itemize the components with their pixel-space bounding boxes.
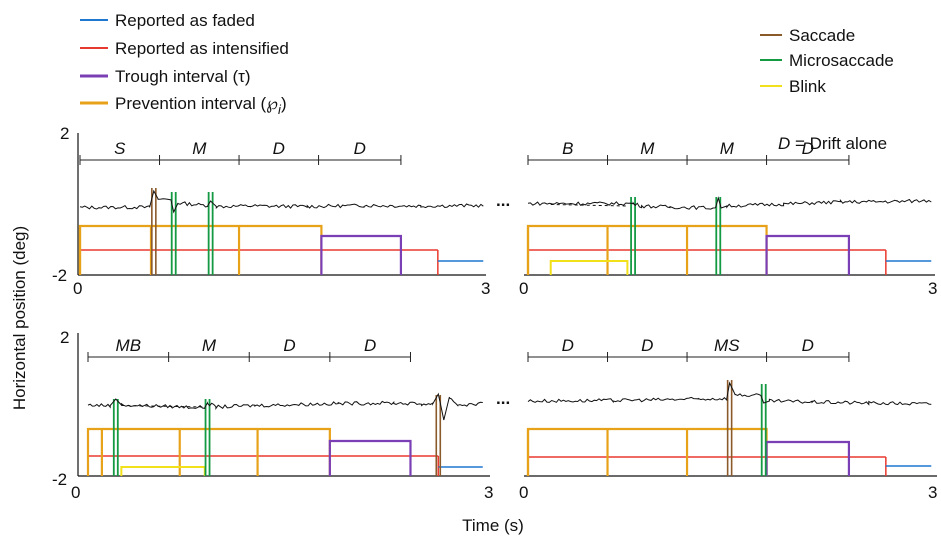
bottom-right-segment-label-3: D <box>802 336 814 355</box>
bottom-left-trough-interval <box>328 439 412 476</box>
top-right-eye-trace <box>527 196 932 211</box>
panels: S M D D B M M D MB M D D D D MS D <box>78 139 932 476</box>
xtick-bottom-right-0: 0 <box>519 483 528 502</box>
xtick-top-right-3: 3 <box>928 279 937 298</box>
bottom-left-segment-label-2: D <box>283 336 295 355</box>
axis-top-left: 2 -2 0 3 <box>52 124 490 298</box>
ytick-bottom-neg2: -2 <box>52 470 67 489</box>
legend-left: Reported as faded Reported as intensifie… <box>80 11 289 117</box>
axis-top-right: 0 3 <box>519 274 937 298</box>
bottom-right-segment-label-1: D <box>641 336 653 355</box>
bottom-left-segment-label-1: M <box>202 336 217 355</box>
bottom-left-blink-gap-0 <box>121 405 205 408</box>
top-left-segment-label-3: D <box>354 139 366 158</box>
bottom-left-blink-0 <box>120 466 206 476</box>
xtick-top-right-0: 0 <box>519 279 528 298</box>
top-left-segment-label-2: D <box>273 139 285 158</box>
axis-bottom-left: 2 -2 0 3 <box>52 328 493 502</box>
legend-label-blink: Blink <box>789 77 826 96</box>
legend-label-prevention: Prevention interval (℘i) <box>115 94 287 117</box>
legend-label-intensified: Reported as intensified <box>115 39 289 58</box>
top-right-trough-interval <box>765 234 851 275</box>
ytick-top-neg2: -2 <box>52 266 67 285</box>
top-right-blink-gap-0 <box>550 204 628 207</box>
top-left-segment-label-1: M <box>192 139 207 158</box>
legend-right: Saccade Microsaccade Blink <box>760 26 894 96</box>
axis-bottom-right: 0 3 <box>519 475 937 502</box>
legend-label-trough: Trough interval (τ) <box>115 67 251 86</box>
ytick-top-2: 2 <box>60 124 69 143</box>
top-right-segment-label-3: D <box>802 139 814 158</box>
top-right-segment-label-0: B <box>562 139 573 158</box>
bottom-right-segment-label-2: MS <box>714 336 740 355</box>
ellipsis-bottom: ... <box>496 389 510 408</box>
xtick-top-left-3: 3 <box>481 279 490 298</box>
top-right-segment-label-1: M <box>640 139 655 158</box>
top-left-eye-trace <box>79 189 484 214</box>
bottom-left-segment-label-0: MB <box>116 336 142 355</box>
ellipsis-top: ... <box>496 191 510 210</box>
legend-label-microsaccade: Microsaccade <box>789 51 894 70</box>
legend-prevention-subscript: i <box>278 102 282 117</box>
legend-label-faded: Reported as faded <box>115 11 255 30</box>
bottom-right-trough-interval <box>765 440 851 476</box>
xtick-top-left-0: 0 <box>73 279 82 298</box>
top-right-segment-label-2: M <box>720 139 735 158</box>
drift-note-symbol: D <box>778 134 790 153</box>
top-left-trough-interval <box>320 234 403 275</box>
bottom-left-segment-label-3: D <box>364 336 376 355</box>
legend-label-saccade: Saccade <box>789 26 855 45</box>
x-axis-label: Time (s) <box>462 516 524 535</box>
xtick-bottom-left-0: 0 <box>71 483 80 502</box>
drift-note-text: = Drift alone <box>790 134 887 153</box>
xtick-bottom-left-3: 3 <box>484 483 493 502</box>
bottom-right-prevention-interval <box>526 427 768 476</box>
bottom-left-eye-trace <box>87 392 483 421</box>
top-right-blink-0 <box>549 260 629 275</box>
legend-prevention-close: ) <box>281 94 287 113</box>
drift-note: D = Drift alone <box>778 134 887 153</box>
bottom-right-eye-trace <box>527 381 932 406</box>
y-axis-label: Horizontal position (deg) <box>10 226 29 410</box>
xtick-bottom-right-3: 3 <box>928 483 937 502</box>
top-left-segment-label-0: S <box>114 139 126 158</box>
bottom-right-segment-label-0: D <box>562 336 574 355</box>
ytick-bottom-2: 2 <box>60 328 69 347</box>
